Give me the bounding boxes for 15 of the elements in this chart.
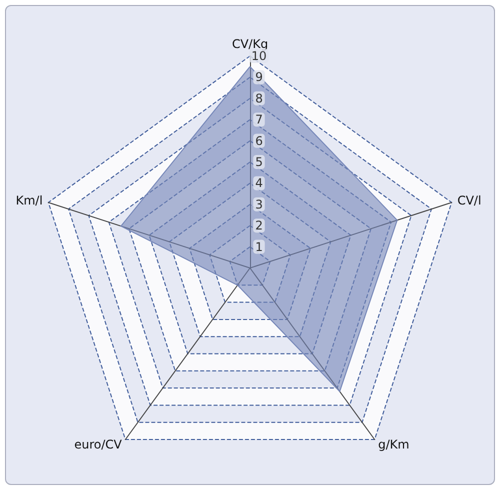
y-tick-label: 7 [255, 112, 263, 127]
spoke-label: g/Km [378, 437, 410, 452]
y-tick-label: 3 [255, 197, 263, 212]
y-tick-label: 10 [251, 49, 267, 63]
y-tick-label: 2 [255, 218, 263, 233]
spoke-label: CV/l [457, 194, 482, 208]
y-tick-label: 5 [255, 155, 263, 169]
y-tick-label: 1 [255, 240, 263, 254]
spoke-label: euro/CV [74, 437, 123, 452]
y-tick-label: 6 [255, 134, 263, 148]
y-tick-label: 9 [255, 70, 263, 84]
spoke-label: CV/Kg [232, 37, 268, 51]
spoke-label: Km/l [16, 194, 43, 208]
y-tick-label: 4 [255, 176, 263, 190]
y-tick-label: 8 [255, 91, 263, 106]
